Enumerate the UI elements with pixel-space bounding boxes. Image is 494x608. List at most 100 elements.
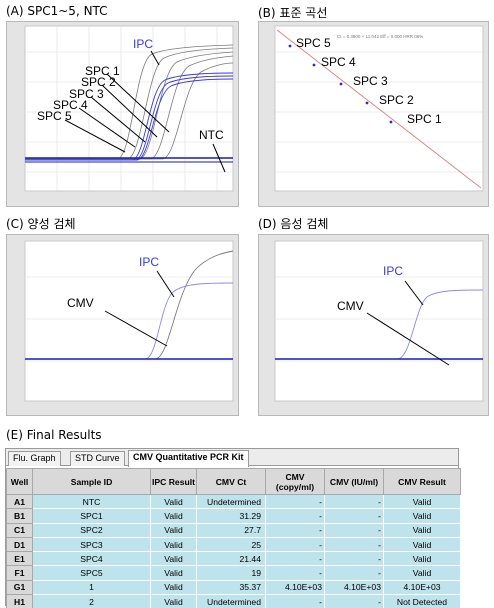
cell-cmv-copy-ml: - — [265, 594, 325, 608]
cell-cmv-result: Valid — [383, 493, 461, 510]
cell-ipc-result: Valid — [150, 536, 197, 553]
label-spc2: SPC 2 — [81, 75, 116, 89]
table-row[interactable]: F1 SPC5 Valid 19 - - Valid — [6, 565, 461, 581]
ipc-curve — [275, 289, 484, 360]
amplification-plot-positive: IPC CMV — [6, 234, 239, 416]
cell-ipc-result: Valid — [150, 565, 197, 581]
panel-d-title: (D) 음성 검체 — [258, 217, 329, 231]
table-row[interactable]: B1 SPC1 Valid 31.29 - - Valid — [6, 508, 461, 524]
header-cmv-copy-ml[interactable]: CMV (copy/ml) — [265, 468, 325, 495]
cell-ipc-result: Valid — [150, 551, 197, 567]
cell-cmv-copy-ml: - — [265, 565, 325, 581]
cell-cmv-ct: 35.37 — [196, 579, 266, 596]
cell-cmv-copy-ml: - — [265, 551, 325, 567]
cell-well: H1 — [6, 594, 33, 608]
cell-cmv-iu-ml: - — [324, 522, 384, 538]
cell-sample-id: 1 — [32, 579, 151, 596]
cell-cmv-iu-ml: 4.10E+03 — [324, 579, 384, 596]
cell-cmv-iu-ml: - — [324, 493, 384, 510]
cell-ipc-result: Valid — [150, 594, 197, 608]
spc2-curve — [25, 55, 234, 160]
table-row[interactable]: C1 SPC2 Valid 27.7 - - Valid — [6, 522, 461, 538]
std-point-spc5 — [288, 44, 292, 48]
std-point-spc1 — [389, 120, 393, 124]
tab-flu-graph[interactable]: Flu. Graph — [8, 451, 61, 466]
cell-cmv-result: Valid — [383, 551, 461, 567]
table-row[interactable]: A1 NTC Valid Undetermined - - Valid — [6, 493, 461, 510]
spc1-curve — [25, 62, 234, 160]
cell-ipc-result: Valid — [150, 522, 197, 538]
ipc-curve — [25, 72, 234, 161]
amplification-plot-a: IPC SPC 1 SPC 2 SPC 3 SPC 4 SPC 5 NTC — [6, 21, 239, 207]
cell-cmv-result: 4.10E+03 — [383, 579, 461, 596]
cell-well: A1 — [6, 493, 33, 510]
cell-cmv-iu-ml: - — [324, 594, 384, 608]
cell-cmv-result: Valid — [383, 536, 461, 553]
cell-cmv-result: Valid — [383, 508, 461, 524]
cell-sample-id: SPC3 — [32, 536, 151, 553]
standard-regression-line — [276, 29, 482, 189]
cell-sample-id: NTC — [32, 493, 151, 510]
results-table: Well Sample ID IPC Result CMV Ct CMV (co… — [6, 468, 461, 608]
table-row[interactable]: D1 SPC3 Valid 25 - - Valid — [6, 536, 461, 553]
std-point-spc3 — [339, 82, 343, 86]
spc5-curve — [25, 44, 234, 160]
cell-cmv-copy-ml: - — [265, 536, 325, 553]
header-cmv-iu-ml[interactable]: CMV (IU/ml) — [324, 468, 384, 495]
cell-cmv-ct: 31.29 — [196, 508, 266, 524]
cell-cmv-copy-ml: 4.10E+03 — [265, 579, 325, 596]
cell-cmv-ct: 21.44 — [196, 551, 266, 567]
cell-cmv-iu-ml: - — [324, 536, 384, 553]
spc4-curve — [25, 47, 234, 160]
cell-sample-id: 2 — [32, 594, 151, 608]
cell-cmv-ct: 25 — [196, 536, 266, 553]
cell-cmv-copy-ml: - — [265, 493, 325, 510]
cell-cmv-copy-ml: - — [265, 522, 325, 538]
table-row[interactable]: H1 2 Valid Undetermined - - Not Detected — [6, 594, 461, 608]
cmv-curve — [25, 250, 234, 360]
label-ntc: NTC — [199, 128, 224, 142]
cell-sample-id: SPC2 — [32, 522, 151, 538]
label-ipc: IPC — [133, 37, 153, 51]
cell-sample-id: SPC1 — [32, 508, 151, 524]
panel-e-title: (E) Final Results — [6, 428, 102, 442]
spc3-curve — [25, 51, 234, 160]
cell-well: G1 — [6, 579, 33, 596]
cell-cmv-ct: 19 — [196, 565, 266, 581]
header-well[interactable]: Well — [6, 468, 33, 495]
std-label-spc2: SPC 2 — [379, 93, 414, 107]
cell-well: D1 — [6, 536, 33, 553]
label-spc5: SPC 5 — [37, 109, 72, 123]
header-cmv-result[interactable]: CMV Result — [383, 468, 461, 495]
table-row[interactable]: G1 1 Valid 35.37 4.10E+03 4.10E+03 4.10E… — [6, 579, 461, 596]
cell-sample-id: SPC5 — [32, 565, 151, 581]
header-ipc-result[interactable]: IPC Result — [150, 468, 197, 495]
table-header-row: Well Sample ID IPC Result CMV Ct CMV (co… — [6, 468, 461, 495]
cell-cmv-ct: Undetermined — [196, 594, 266, 608]
tab-std-curve[interactable]: STD Curve — [70, 451, 125, 466]
label-spc3: SPC 3 — [69, 87, 104, 101]
cell-well: C1 — [6, 522, 33, 538]
label-cmv: CMV — [337, 299, 364, 313]
cell-cmv-ct: 27.7 — [196, 522, 266, 538]
header-cmv-ct[interactable]: CMV Ct — [196, 468, 266, 495]
cell-cmv-iu-ml: - — [324, 551, 384, 567]
cell-cmv-result: Valid — [383, 565, 461, 581]
label-spc4: SPC 4 — [53, 98, 88, 112]
table-row[interactable]: E1 SPC4 Valid 21.44 - - Valid — [6, 551, 461, 567]
label-cmv: CMV — [67, 296, 94, 310]
cell-cmv-copy-ml: - — [265, 508, 325, 524]
label-spc1: SPC 1 — [85, 64, 120, 78]
cell-well: B1 — [6, 508, 33, 524]
results-window: Flu. Graph STD Curve CMV Quantitative PC… — [5, 448, 461, 608]
amplification-plot-negative: IPC CMV — [258, 234, 489, 416]
cell-ipc-result: Valid — [150, 508, 197, 524]
cell-well: E1 — [6, 551, 33, 567]
std-equation: Ct = 0.3900 + 11.042 Eff = 0.000 HRR.06% — [337, 34, 423, 39]
cell-cmv-result: Valid — [383, 522, 461, 538]
std-label-spc5: SPC 5 — [296, 36, 331, 50]
tab-cmv-quantitative-pcr-kit[interactable]: CMV Quantitative PCR Kit — [128, 450, 249, 467]
cell-ipc-result: Valid — [150, 579, 197, 596]
cell-cmv-iu-ml: - — [324, 565, 384, 581]
header-sample-id[interactable]: Sample ID — [32, 468, 151, 495]
